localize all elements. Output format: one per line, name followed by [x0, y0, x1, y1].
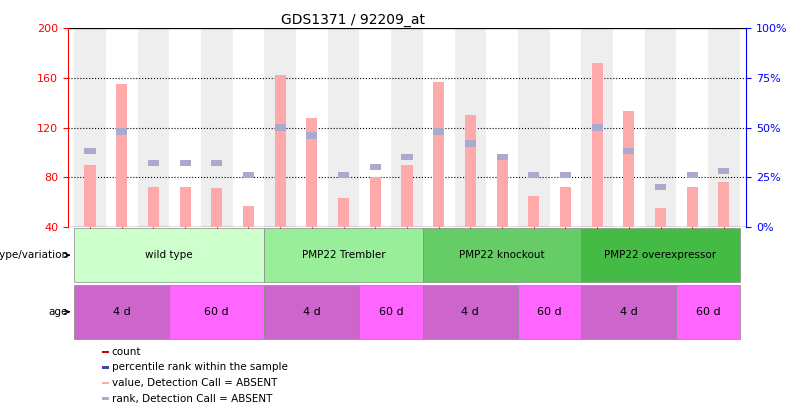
Bar: [401, 154, 413, 160]
Bar: [423, 285, 518, 339]
Bar: [306, 117, 318, 227]
Bar: [74, 28, 106, 227]
Text: 60 d: 60 d: [537, 307, 562, 317]
Bar: [180, 160, 191, 166]
Text: 60 d: 60 d: [696, 307, 721, 317]
Bar: [169, 285, 264, 339]
Bar: [211, 160, 223, 166]
Bar: [359, 285, 423, 339]
Bar: [464, 115, 476, 227]
Bar: [102, 366, 109, 369]
Bar: [338, 172, 350, 178]
Bar: [518, 285, 581, 339]
Text: rank, Detection Call = ABSENT: rank, Detection Call = ABSENT: [112, 394, 272, 403]
Bar: [433, 82, 444, 227]
Bar: [550, 28, 581, 227]
Bar: [102, 397, 109, 400]
Text: percentile rank within the sample: percentile rank within the sample: [112, 362, 287, 373]
Bar: [560, 172, 571, 178]
Text: 4 d: 4 d: [303, 307, 321, 317]
Bar: [369, 177, 381, 227]
Bar: [486, 28, 518, 227]
Bar: [102, 351, 109, 353]
Bar: [233, 28, 264, 227]
Text: 4 d: 4 d: [620, 307, 638, 317]
Bar: [106, 28, 137, 227]
Bar: [581, 228, 740, 282]
Bar: [655, 184, 666, 190]
Bar: [369, 164, 381, 171]
Bar: [613, 28, 645, 227]
Text: 4 d: 4 d: [461, 307, 480, 317]
Bar: [645, 28, 677, 227]
Bar: [74, 228, 264, 282]
Bar: [148, 160, 159, 166]
Bar: [655, 208, 666, 227]
Bar: [306, 132, 318, 139]
Bar: [275, 75, 286, 227]
Bar: [85, 165, 96, 227]
Bar: [338, 198, 350, 227]
Bar: [201, 28, 233, 227]
Bar: [117, 84, 127, 227]
Bar: [264, 28, 296, 227]
Bar: [623, 148, 634, 154]
Text: PMP22 Trembler: PMP22 Trembler: [302, 250, 385, 260]
Bar: [433, 128, 444, 134]
Bar: [496, 156, 508, 227]
Bar: [677, 285, 740, 339]
Text: genotype/variation: genotype/variation: [0, 250, 68, 260]
Bar: [359, 28, 391, 227]
Text: count: count: [112, 347, 141, 357]
Text: 60 d: 60 d: [204, 307, 229, 317]
Bar: [591, 63, 602, 227]
Bar: [169, 28, 201, 227]
Bar: [496, 154, 508, 160]
Bar: [528, 172, 539, 178]
Text: 4 d: 4 d: [113, 307, 131, 317]
Bar: [275, 124, 286, 131]
Bar: [718, 182, 729, 227]
Bar: [423, 28, 455, 227]
Bar: [85, 148, 96, 154]
Text: PMP22 knockout: PMP22 knockout: [460, 250, 545, 260]
Bar: [518, 28, 550, 227]
Bar: [455, 28, 486, 227]
Bar: [211, 188, 223, 227]
Text: value, Detection Call = ABSENT: value, Detection Call = ABSENT: [112, 378, 277, 388]
Bar: [623, 111, 634, 227]
Text: PMP22 overexpressor: PMP22 overexpressor: [605, 250, 717, 260]
Bar: [137, 28, 169, 227]
Bar: [708, 28, 740, 227]
Bar: [243, 172, 254, 178]
Bar: [296, 28, 328, 227]
Bar: [581, 28, 613, 227]
Bar: [74, 285, 169, 339]
Bar: [560, 187, 571, 227]
Bar: [264, 285, 359, 339]
Text: 60 d: 60 d: [379, 307, 404, 317]
Bar: [718, 168, 729, 174]
Bar: [243, 206, 254, 227]
Bar: [180, 187, 191, 227]
Bar: [264, 228, 423, 282]
Bar: [677, 28, 708, 227]
Bar: [328, 28, 359, 227]
Text: wild type: wild type: [145, 250, 193, 260]
Bar: [391, 28, 423, 227]
Bar: [464, 141, 476, 147]
Bar: [148, 187, 159, 227]
Bar: [591, 124, 602, 131]
Bar: [401, 165, 413, 227]
Bar: [687, 172, 697, 178]
Bar: [581, 285, 677, 339]
Text: age: age: [49, 307, 68, 317]
Bar: [423, 228, 581, 282]
Title: GDS1371 / 92209_at: GDS1371 / 92209_at: [281, 13, 425, 27]
Bar: [528, 196, 539, 227]
Bar: [687, 187, 697, 227]
Bar: [102, 382, 109, 384]
Bar: [117, 128, 127, 134]
